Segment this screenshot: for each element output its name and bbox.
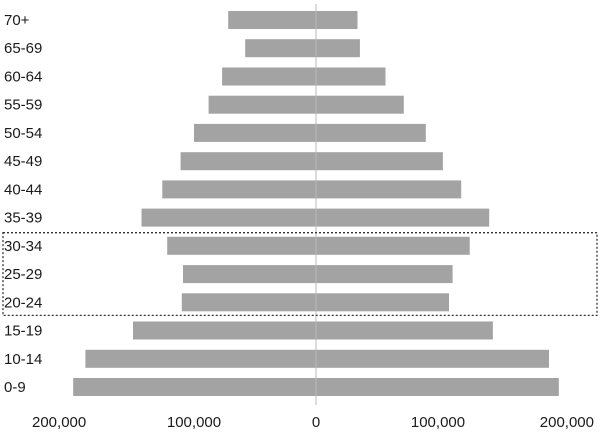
- bar-right-25-29: [316, 265, 453, 284]
- bar-right-70+: [316, 11, 358, 29]
- age-label: 50-54: [4, 125, 42, 142]
- x-tick-label: 0: [312, 414, 320, 431]
- x-tick-label: 200,000: [32, 414, 86, 431]
- bar-left-30-34: [167, 236, 316, 255]
- bar-left-70+: [228, 11, 316, 29]
- bar-right-35-39: [316, 208, 490, 227]
- age-label: 35-39: [4, 210, 42, 227]
- age-label: 60-64: [4, 69, 42, 86]
- bar-right-15-19: [316, 321, 493, 340]
- bar-left-65-69: [245, 39, 316, 58]
- bar-left-20-24: [181, 293, 316, 312]
- bar-left-50-54: [194, 123, 316, 142]
- bar-right-0-9: [316, 378, 559, 396]
- bars-layer: [73, 11, 559, 396]
- age-labels: 70+ 65-69 60-64 55-59 50-54 45-49 40-44 35-39 30…: [4, 12, 42, 396]
- bar-right-30-34: [316, 236, 470, 255]
- age-label: 15-19: [4, 323, 42, 340]
- bar-left-15-19: [133, 321, 316, 340]
- age-label: 65-69: [4, 40, 42, 57]
- bar-right-55-59: [316, 95, 404, 114]
- bar-right-20-24: [316, 293, 449, 312]
- bar-right-60-64: [316, 67, 386, 86]
- bar-left-35-39: [141, 208, 316, 227]
- bar-left-60-64: [222, 67, 316, 86]
- age-label: 40-44: [4, 181, 42, 198]
- bar-left-10-14: [85, 349, 317, 368]
- bar-left-45-49: [180, 152, 316, 171]
- bar-right-45-49: [316, 152, 443, 171]
- age-label: 45-49: [4, 153, 42, 170]
- age-label: 55-59: [4, 97, 42, 114]
- x-tick-label: 100,000: [167, 414, 221, 431]
- x-tick-label: 100,000: [411, 414, 465, 431]
- bar-right-40-44: [316, 180, 462, 199]
- highlight-box: [2, 232, 598, 317]
- bar-left-0-9: [73, 378, 316, 396]
- bar-right-65-69: [316, 39, 360, 58]
- bar-left-25-29: [183, 265, 316, 284]
- x-tick-labels: 200,000 100,000 0 100,000 200,000: [32, 414, 594, 431]
- age-label: 10-14: [4, 351, 42, 368]
- bar-right-10-14: [316, 349, 549, 368]
- age-label: 30-34: [4, 238, 42, 255]
- age-label: 0-9: [4, 379, 26, 396]
- bar-left-40-44: [162, 180, 316, 199]
- age-label: 25-29: [4, 266, 42, 283]
- bar-right-50-54: [316, 123, 426, 142]
- x-tick-label: 200,000: [540, 414, 594, 431]
- bar-left-55-59: [208, 95, 316, 114]
- age-label: 70+: [4, 12, 30, 29]
- age-label: 20-24: [4, 294, 42, 311]
